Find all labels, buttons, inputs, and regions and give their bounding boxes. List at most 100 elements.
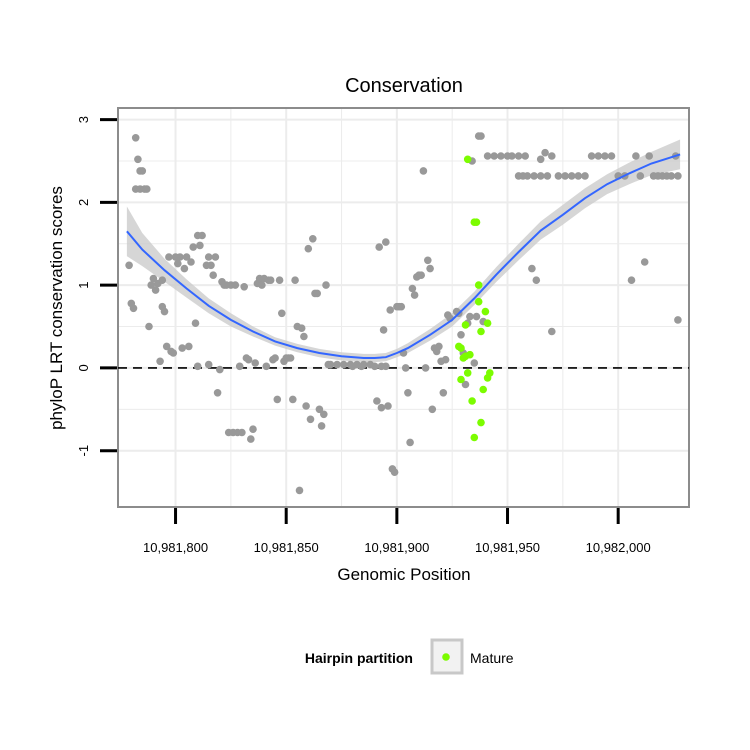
point-other [581,172,589,180]
x-tick-label: 10,981,900 [364,540,429,555]
point-other [134,155,142,164]
point-other [401,364,410,372]
point-other [295,486,304,495]
y-tick-label: 0 [76,364,91,371]
y-tick-label: -1 [76,445,91,457]
point-other [238,428,246,437]
point-other [297,324,306,333]
point-other [543,172,552,180]
point-other [375,243,384,251]
point-other [390,468,399,477]
x-tick-label: 10,981,950 [475,540,540,555]
point-other [278,309,286,318]
y-tick-label: 2 [76,199,91,206]
point-other [536,155,545,164]
point-other [143,185,151,193]
point-other [382,238,390,246]
point-other [207,261,215,270]
point-other [441,355,450,364]
point-other [320,410,328,419]
legend-title: Hairpin partition [305,650,413,666]
smooth-line [126,153,681,359]
point-other [466,312,474,321]
point-other [178,344,186,352]
point-other [158,276,167,285]
point-other [273,395,282,404]
x-tick-label: 10,982,000 [586,540,651,555]
point-other [428,405,437,414]
point-other [180,264,189,273]
point-other [165,253,173,261]
point-other [384,402,392,410]
point-other [240,283,248,291]
point-other [251,359,259,367]
point-other [271,354,279,362]
point-other [640,258,649,266]
point-other [149,274,158,283]
point-other [151,286,160,294]
point-other [145,322,153,331]
y-tick-label: 1 [76,282,91,289]
point-other [131,134,140,142]
point-other [306,415,315,424]
point-other [508,152,516,160]
point-other [249,425,257,434]
point-other [348,362,357,371]
point-other [601,152,609,160]
point-other [156,357,164,366]
point-other [521,152,529,160]
point-mature [474,297,483,306]
point-other [160,307,169,316]
legend-key-box [430,638,464,675]
point-other [567,172,576,180]
x-axis: 10,981,800 10,981,850 10,981,900 10,981,950… [143,508,651,555]
point-other [470,359,479,367]
point-other [561,172,569,180]
point-other [198,231,206,240]
point-other [645,152,653,160]
point-other [176,253,184,261]
x-axis-label: Genomic Position [337,565,470,584]
smooth-curve [126,153,681,359]
point-other [377,403,386,412]
point-other [536,172,545,180]
point-other [497,152,505,160]
point-other [548,327,556,336]
panel-border [117,107,690,508]
point-other [373,397,381,405]
point-mature [463,155,472,164]
point-other [548,152,556,160]
point-other [291,276,299,285]
point-other [300,332,308,341]
point-other [382,362,390,371]
point-other [424,256,432,265]
point-other [404,389,412,397]
point-other [370,362,379,371]
point-other [185,342,193,351]
y-axis-label: phyloP LRT conservation scores [47,186,66,430]
point-other [333,360,341,369]
point-other [169,349,178,357]
point-other [191,319,200,328]
point-other [439,389,448,397]
point-other [530,172,538,180]
plot-panel [117,107,690,508]
point-other [483,152,492,160]
point-other [231,281,240,289]
point-other [147,281,155,289]
point-other [554,172,563,180]
point-other [632,152,640,160]
point-other [317,422,326,430]
point-other [461,380,470,389]
point-other [209,271,217,280]
point-other [289,395,297,404]
y-tick-label: 3 [76,116,91,123]
point-other [472,312,481,321]
x-tick-label: 10,981,800 [143,540,208,555]
legend: Hairpin partition Mature [305,638,514,675]
point-other [313,289,322,298]
point-other [587,152,596,160]
point-other [213,389,222,397]
point-other [674,316,682,324]
point-other [258,281,266,289]
